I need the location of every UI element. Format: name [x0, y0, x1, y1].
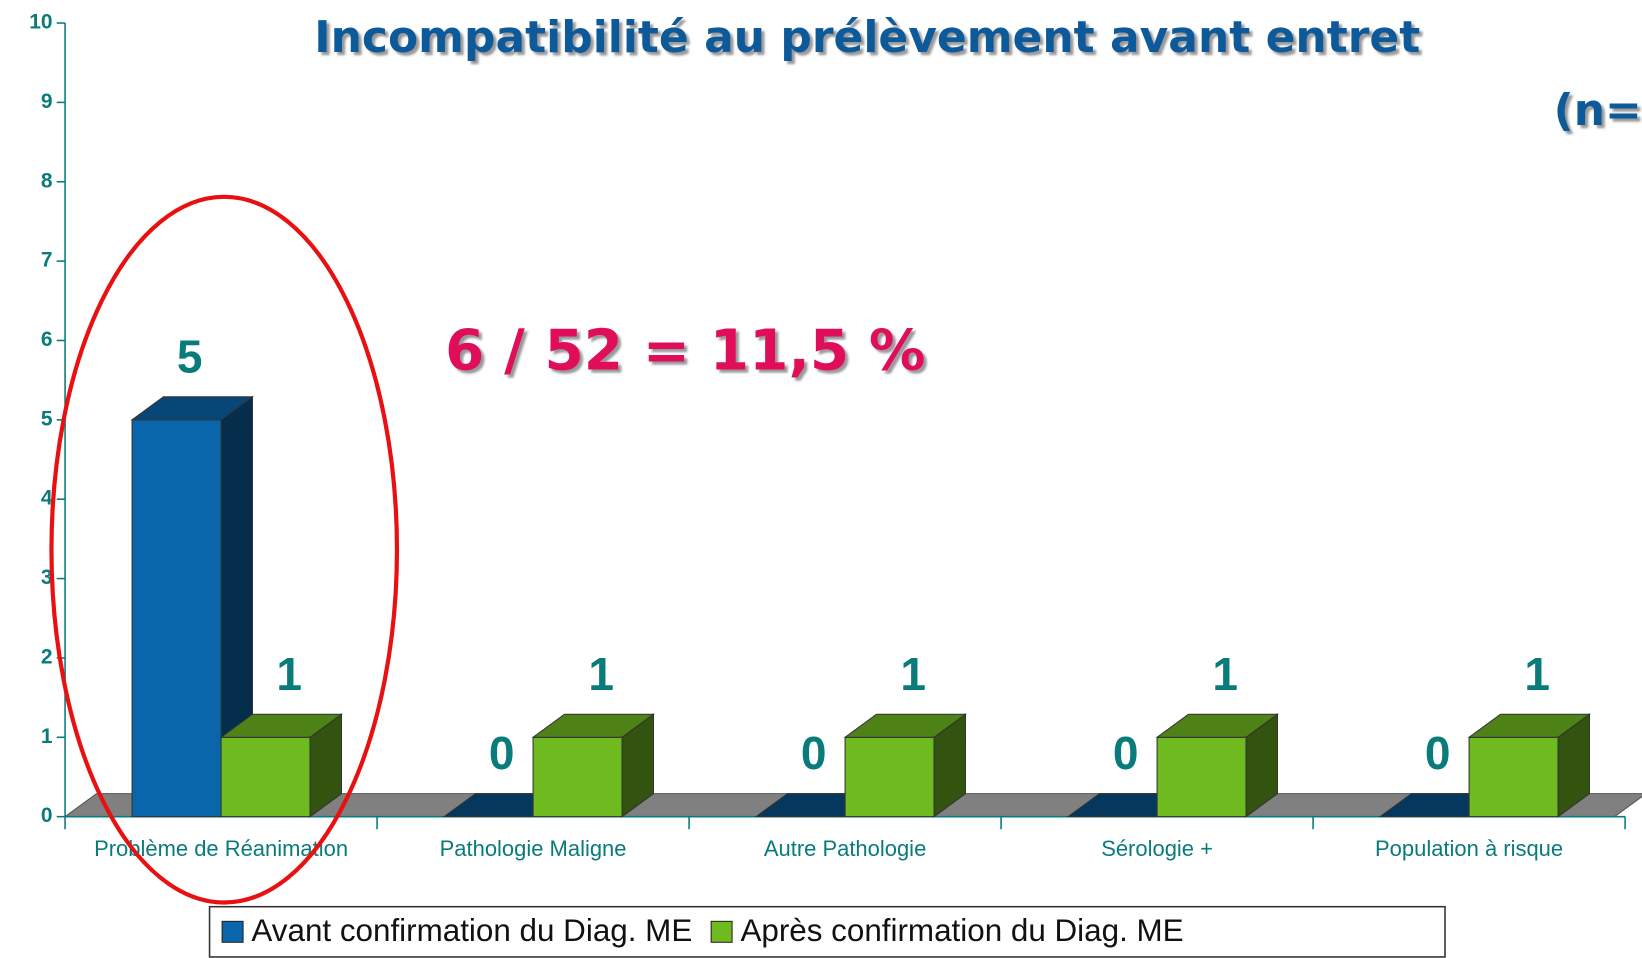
x-tick-label: Population à risque	[1375, 836, 1563, 861]
bar	[531, 713, 656, 818]
value-label: 0	[1425, 727, 1451, 779]
y-tick-label: 1	[41, 725, 53, 748]
value-label: 1	[1212, 648, 1238, 700]
bar	[219, 713, 344, 818]
value-label: 0	[801, 727, 827, 779]
legend-label: Après confirmation du Diag. ME	[740, 913, 1183, 948]
bar-front	[532, 736, 623, 818]
legend	[208, 905, 1446, 958]
x-tick-label: Sérologie +	[1101, 836, 1213, 861]
legend-swatch	[710, 920, 733, 943]
x-tick-label: Pathologie Maligne	[440, 836, 627, 861]
value-label: 5	[177, 330, 203, 382]
value-label: 1	[588, 648, 614, 700]
bar-front	[131, 419, 222, 818]
bar-top	[130, 396, 255, 421]
bar	[1155, 713, 1280, 818]
legend-swatch	[221, 920, 244, 943]
bar-front	[1156, 736, 1247, 818]
legend-label: Avant confirmation du Diag. ME	[251, 913, 692, 948]
value-label: 1	[900, 648, 926, 700]
y-tick-label: 7	[41, 249, 53, 272]
bar-top	[219, 713, 344, 738]
y-tick-label: 0	[41, 804, 53, 827]
y-tick-label: 6	[41, 328, 53, 351]
y-tick-label: 4	[41, 487, 53, 510]
bar-top	[531, 713, 656, 738]
bar	[843, 713, 968, 818]
bar-front	[1468, 736, 1559, 818]
x-tick-label: Autre Pathologie	[764, 836, 926, 861]
highlight-ellipse	[49, 194, 400, 905]
value-label: 1	[1524, 648, 1550, 700]
value-label: 0	[489, 727, 515, 779]
bar	[130, 395, 255, 818]
bar-top	[1467, 713, 1592, 738]
y-tick-label: 3	[41, 566, 53, 589]
y-tick-label: 5	[41, 407, 53, 430]
y-tick-label: 9	[41, 90, 53, 113]
bar-front	[220, 736, 311, 818]
bar-front	[844, 736, 935, 818]
bar-top	[843, 713, 968, 738]
y-tick-label: 8	[41, 169, 53, 192]
bar-top	[1155, 713, 1280, 738]
chart-subtitle: (n=	[1554, 85, 1642, 136]
chart-title: Incompatibilité au prélèvement avant ent…	[314, 12, 1420, 63]
y-tick-label: 2	[41, 645, 53, 668]
bar	[1467, 713, 1592, 818]
value-label: 0	[1113, 727, 1139, 779]
annotation: 6 / 52 = 11,5 %	[445, 319, 925, 384]
y-tick-label: 10	[29, 11, 52, 34]
value-label: 1	[276, 648, 302, 700]
